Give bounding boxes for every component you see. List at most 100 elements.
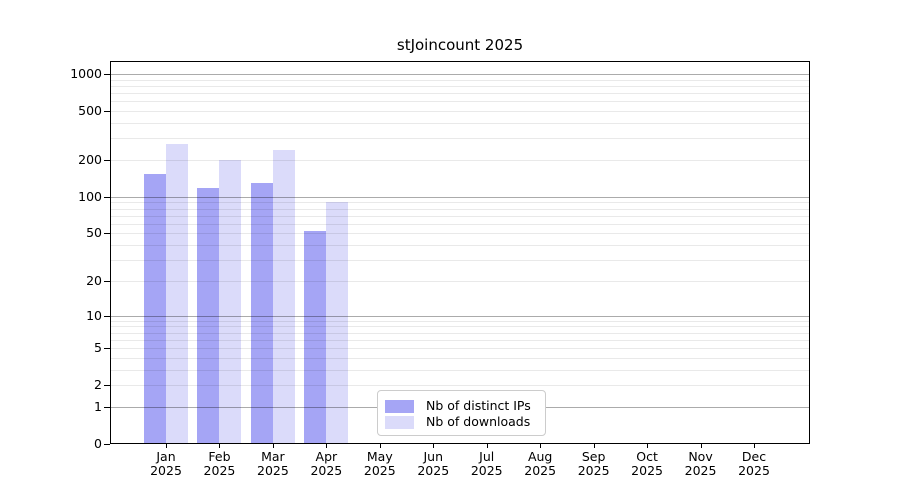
- legend: Nb of distinct IPs Nb of downloads: [377, 390, 546, 436]
- x-tick-mark: [486, 444, 488, 448]
- gridline-minor: [110, 260, 810, 261]
- legend-item-downloads: Nb of downloads: [378, 414, 545, 430]
- x-tick-year: 2025: [631, 462, 663, 478]
- x-tick-year: 2025: [577, 462, 610, 478]
- gridline-minor: [110, 202, 810, 203]
- x-tick-label: Jan 2025: [138, 450, 194, 477]
- y-tick-label: 1000: [70, 65, 102, 81]
- bar-downloads: [272, 149, 295, 443]
- plot-area: [110, 62, 810, 444]
- gridline-minor: [110, 138, 810, 139]
- legend-swatch-distinct-ips: [385, 399, 414, 413]
- x-tick-month: Nov: [688, 449, 713, 464]
- gridline-major: [110, 197, 810, 198]
- y-tick-mark: [104, 159, 110, 161]
- gridline-minor: [110, 233, 810, 234]
- x-tick-year: 2025: [470, 462, 503, 478]
- x-tick-mark: [647, 444, 649, 448]
- bar-downloads: [219, 159, 242, 443]
- x-tick-month: Jun: [423, 449, 444, 464]
- gridline-minor: [110, 111, 810, 112]
- y-tick-mark: [104, 444, 110, 445]
- x-tick-year: 2025: [684, 462, 717, 478]
- bar-downloads: [166, 143, 188, 443]
- x-tick-year: 2025: [257, 462, 289, 478]
- x-tick-label: Aug 2025: [512, 450, 568, 477]
- x-tick-month: Jul: [479, 449, 495, 464]
- x-tick-mark: [272, 444, 274, 448]
- x-tick-label: Sep 2025: [566, 450, 622, 477]
- y-tick-mark: [104, 348, 110, 350]
- gridline-minor: [110, 326, 810, 327]
- x-tick-month: Aug: [527, 449, 553, 464]
- gridline-minor: [110, 216, 810, 217]
- y-tick-mark: [104, 315, 110, 317]
- x-tick-month: Mar: [261, 449, 285, 464]
- gridline-minor: [110, 209, 810, 210]
- x-tick-mark: [326, 444, 328, 448]
- x-tick-mark: [166, 444, 167, 448]
- y-tick-mark: [104, 385, 110, 387]
- y-tick-label: 200: [78, 151, 102, 167]
- gridline-minor: [110, 80, 810, 81]
- x-tick-label: May 2025: [352, 450, 408, 477]
- x-tick-mark: [540, 444, 542, 448]
- x-tick-mark: [700, 444, 702, 448]
- gridline-minor: [110, 101, 810, 102]
- y-tick-label: 1: [94, 398, 102, 414]
- x-tick-mark: [219, 444, 221, 448]
- gridline-minor: [110, 340, 810, 341]
- bar-distinct-ips: [144, 173, 166, 443]
- bar-distinct-ips: [304, 231, 327, 443]
- gridline-minor: [110, 123, 810, 124]
- gridline-minor: [110, 348, 810, 349]
- gridline-major: [110, 316, 810, 317]
- x-tick-year: 2025: [150, 462, 182, 478]
- legend-swatch-downloads: [385, 415, 414, 429]
- x-tick-mark: [379, 444, 381, 448]
- y-tick-label: 10: [86, 307, 102, 323]
- x-tick-month: May: [366, 449, 393, 464]
- x-tick-mark: [433, 444, 435, 448]
- gridline-minor: [110, 224, 810, 225]
- gridline-minor: [110, 358, 810, 359]
- x-tick-month: Sep: [581, 449, 606, 464]
- y-tick-mark: [104, 73, 110, 75]
- chart-title: stJoincount 2025: [396, 36, 524, 54]
- bar-downloads: [326, 201, 349, 443]
- y-tick-mark: [104, 196, 110, 198]
- y-tick-label: 500: [78, 103, 102, 119]
- x-tick-label: Nov 2025: [673, 450, 729, 477]
- legend-item-distinct-ips: Nb of distinct IPs: [378, 398, 545, 414]
- x-tick-year: 2025: [524, 462, 557, 478]
- legend-label-distinct-ips: Nb of distinct IPs: [426, 398, 531, 413]
- gridline-minor: [110, 333, 810, 334]
- x-tick-mark: [754, 444, 755, 448]
- plot-frame: [110, 61, 810, 444]
- x-tick-month: Jan: [156, 449, 176, 464]
- x-tick-label: Jul 2025: [459, 450, 515, 477]
- gridline-minor: [110, 245, 810, 246]
- y-tick-label: 100: [78, 188, 102, 204]
- x-tick-year: 2025: [363, 462, 396, 478]
- x-tick-year: 2025: [738, 462, 770, 478]
- x-tick-month: Feb: [208, 449, 231, 464]
- y-tick-label: 0: [94, 436, 102, 451]
- x-tick-label: Mar 2025: [245, 450, 301, 477]
- y-tick-label: 2: [94, 377, 102, 393]
- y-tick-mark: [104, 233, 110, 235]
- bar-distinct-ips: [197, 188, 220, 443]
- gridline-minor: [110, 385, 810, 386]
- y-tick-mark: [104, 406, 110, 408]
- gridline-minor: [110, 370, 810, 371]
- gridline-minor: [110, 281, 810, 282]
- gridline-minor: [110, 93, 810, 94]
- y-tick-mark: [104, 280, 110, 282]
- y-tick-label: 5: [94, 340, 102, 356]
- x-tick-mark: [593, 444, 595, 448]
- gridline-minor: [110, 321, 810, 322]
- x-tick-label: Apr 2025: [298, 450, 354, 477]
- x-tick-month: Oct: [636, 449, 658, 464]
- y-tick-label: 50: [86, 225, 102, 241]
